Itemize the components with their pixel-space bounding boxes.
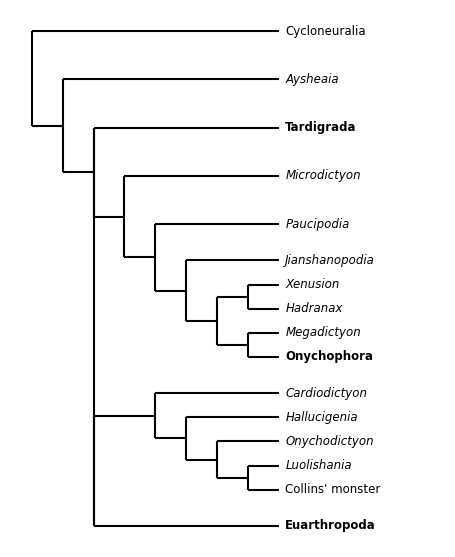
Text: Xenusion: Xenusion (284, 278, 339, 291)
Text: Cycloneuralia: Cycloneuralia (284, 25, 365, 37)
Text: Onychophora: Onychophora (284, 350, 372, 364)
Text: Jianshanopodia: Jianshanopodia (284, 254, 374, 267)
Text: Luolishania: Luolishania (284, 459, 351, 472)
Text: Aysheaia: Aysheaia (284, 73, 338, 86)
Text: Cardiodictyon: Cardiodictyon (284, 387, 366, 400)
Text: Microdictyon: Microdictyon (284, 169, 360, 182)
Text: Hallucigenia: Hallucigenia (284, 411, 357, 424)
Text: Megadictyon: Megadictyon (284, 326, 360, 339)
Text: Collins' monster: Collins' monster (284, 483, 380, 496)
Text: Paucipodia: Paucipodia (284, 218, 349, 231)
Text: Hadranax: Hadranax (284, 302, 342, 315)
Text: Onychodictyon: Onychodictyon (284, 435, 373, 448)
Text: Tardigrada: Tardigrada (284, 121, 356, 134)
Text: Euarthropoda: Euarthropoda (284, 520, 375, 532)
